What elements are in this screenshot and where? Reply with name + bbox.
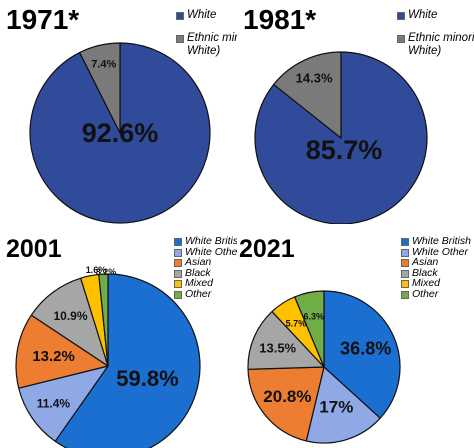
legend-label: Ethnic minority (non-White) <box>187 32 237 57</box>
legend-swatch <box>401 280 409 288</box>
legend-label: Ethnic minority (non-White) <box>408 32 474 57</box>
pie-data-label: 20.8% <box>263 387 311 406</box>
pie-data-label: 36.8% <box>340 339 391 359</box>
pie-chart-2021: 36.8% 17% 20.8% 13.5% 5.7% 6.3% 2021 White Br… <box>237 224 474 448</box>
legend-swatch <box>176 35 184 43</box>
legend-label: White <box>408 9 438 21</box>
legend-label: Mixed <box>185 277 214 289</box>
pie-svg-1971: 92.6% 7.4% <box>29 42 211 224</box>
pie-slice-other <box>294 290 325 368</box>
legend-label: White British <box>412 235 471 247</box>
legend-item-white: White <box>176 9 237 22</box>
legend-swatch <box>401 259 409 267</box>
legend-label: White <box>187 9 217 21</box>
legend-item-ethnic-minority: Ethnic minority (non-White) <box>176 32 237 58</box>
pie-data-label: 14.3% <box>296 71 333 86</box>
legend-label: White British <box>185 235 237 247</box>
legend-item-ethnic-minority: Ethnic minority (non-White) <box>397 32 474 58</box>
legend-item-black: Black <box>401 266 471 279</box>
pie-chart-1971: 92.6% 7.4% 1971* White Ethnic minority (n… <box>0 0 237 224</box>
legend-item-white-other: White Other <box>401 245 471 258</box>
legend-1981: White Ethnic minority (non-White) <box>397 9 474 68</box>
pie-slice-white-british <box>54 273 201 448</box>
legend-swatch <box>401 248 409 257</box>
pie-data-label: 3.2% <box>96 267 117 277</box>
pie-slice-asian <box>247 366 325 442</box>
pie-data-label: 13.2% <box>32 348 75 365</box>
legend-2001: White British White Other Asian Black Mi… <box>174 236 237 299</box>
pie-chart-1981: 85.7% 14.3% 1981* White Ethnic minority (… <box>237 0 474 224</box>
legend-label: Asian <box>412 256 439 268</box>
pie-svg-2001: 59.8% 11.4% 13.2% 10.9% 3.2%1.6% <box>15 265 201 448</box>
legend-item-asian: Asian <box>401 257 471 268</box>
legend-swatch <box>174 280 182 288</box>
legend-item-black: Black <box>174 266 237 279</box>
legend-label: White Other <box>412 245 469 258</box>
legend-item-other: Other <box>401 287 471 300</box>
pie-svg-2021: 36.8% 17% 20.8% 13.5% 5.7%6.3% <box>247 290 401 444</box>
legend-swatch <box>401 269 409 278</box>
chart-title-1971: 1971* <box>6 4 80 35</box>
pie-slice-ethnic-minority-non-white <box>273 51 342 139</box>
legend-label: Other <box>412 287 439 300</box>
pie-svg-1981: 85.7% 14.3% <box>254 51 428 224</box>
pie-slice-black <box>247 310 325 370</box>
legend-swatch <box>176 12 184 20</box>
legend-item-asian: Asian <box>174 257 237 268</box>
legend-label: Black <box>412 266 438 279</box>
chart-title-2001: 2001 <box>6 235 62 263</box>
legend-item-other: Other <box>174 287 237 300</box>
legend-label: White Other <box>185 245 237 258</box>
pie-data-label: 6.3% <box>304 311 325 321</box>
legend-label: Mixed <box>412 277 441 289</box>
pie-data-label: 5.7% <box>286 319 307 329</box>
legend-swatch <box>397 35 405 43</box>
legend-swatch <box>174 269 182 278</box>
legend-item-mixed: Mixed <box>174 278 237 289</box>
pie-slice-white-british <box>323 290 401 419</box>
legend-swatch <box>174 238 182 246</box>
legend-label: Other <box>185 287 212 300</box>
legend-label: Asian <box>185 256 212 268</box>
pie-data-label: 17% <box>319 398 353 417</box>
legend-swatch <box>174 290 182 299</box>
legend-swatch <box>397 12 405 20</box>
legend-swatch <box>174 259 182 267</box>
pie-slice-asian <box>15 314 109 389</box>
pie-data-label: 10.9% <box>53 309 87 323</box>
legend-swatch <box>401 238 409 246</box>
pie-slice-other <box>98 273 109 367</box>
pie-chart-2001: 59.8% 11.4% 13.2% 10.9% 3.2% 1.6% 2001 White … <box>0 224 237 448</box>
legend-item-white-other: White Other <box>174 245 237 258</box>
legend-label: Black <box>185 266 211 279</box>
legend-item-white: White <box>397 9 474 22</box>
legend-swatch <box>174 248 182 257</box>
chart-title-1981: 1981* <box>243 4 317 35</box>
legend-1971: White Ethnic minority (non-White) <box>176 9 237 68</box>
legend-2021: White British White Other Asian Black Mi… <box>401 236 471 299</box>
pie-data-label: 13.5% <box>259 340 296 355</box>
pie-slice-ethnic-minority-non-white <box>79 42 121 134</box>
pie-data-label: 7.4% <box>91 59 116 71</box>
pie-data-label: 85.7% <box>306 135 383 165</box>
chart-title-2021: 2021 <box>239 235 295 263</box>
pie-slice-white-other <box>305 366 381 444</box>
legend-item-white-british: White British <box>401 236 471 247</box>
legend-item-white-british: White British <box>174 236 237 247</box>
pie-data-label: 1.6% <box>86 265 107 275</box>
legend-swatch <box>401 290 409 299</box>
pie-slice-white-other <box>18 365 109 442</box>
pie-data-label: 59.8% <box>116 366 178 391</box>
pie-data-label: 92.6% <box>82 118 159 148</box>
pie-data-label: 11.4% <box>37 397 71 411</box>
legend-item-mixed: Mixed <box>401 278 471 289</box>
